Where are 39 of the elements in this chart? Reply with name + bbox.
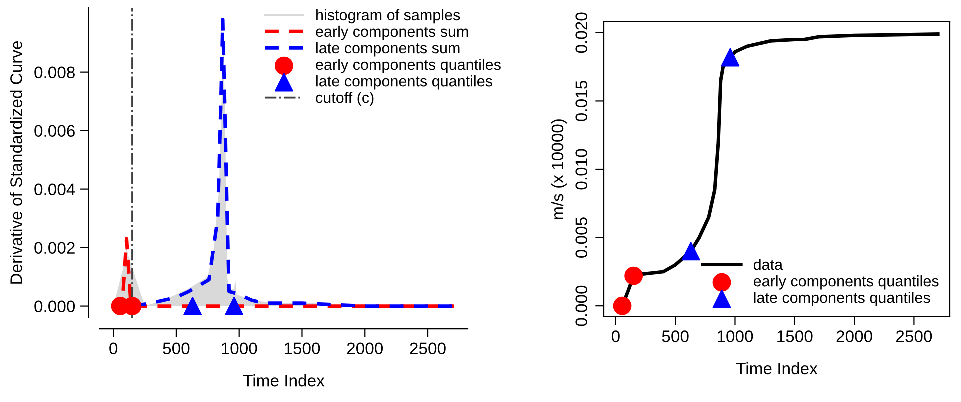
x-tick-label: 2000 [836, 330, 872, 342]
x-tick-label: 0 [110, 342, 118, 355]
y-axis-title: m/s (x 10000) [551, 120, 567, 220]
x-tick-label: 0 [612, 330, 620, 342]
x-tick-label: 500 [163, 342, 190, 355]
x-tick-label: 1000 [718, 330, 754, 342]
x-tick-label: 1500 [284, 342, 320, 355]
legend-label: data [754, 258, 784, 270]
y-axis-title: Derivative of Standardized Curve [10, 41, 22, 284]
x-axis-title: Time Index [736, 362, 818, 375]
x-tick-label: 2500 [410, 342, 446, 355]
y-tick-label: 0.008 [34, 66, 75, 79]
y-tick-label: 0.010 [576, 149, 588, 190]
point [721, 48, 740, 67]
legend-label: cutoff (c) [316, 92, 374, 106]
point [624, 266, 644, 286]
y-tick-label: 0.000 [576, 286, 588, 326]
y-tick-label: 0.006 [34, 125, 75, 138]
x-axis-title: Time Index [243, 374, 325, 387]
legend-label: late components sum [316, 42, 460, 57]
legend-label: late components quantiles [754, 292, 930, 306]
x-tick-label: 2000 [347, 342, 384, 355]
point [682, 242, 700, 261]
y-tick-label: 0.000 [34, 300, 76, 313]
legend-label: late components quantiles [316, 76, 492, 90]
x-tick-label: 2500 [896, 330, 932, 342]
legend-label: early components sum [316, 26, 468, 40]
legend-label: early components quantiles [316, 58, 501, 74]
legend-label: early components quantiles [754, 276, 939, 290]
y-tick-label: 0.020 [576, 12, 588, 54]
x-tick-label: 1500 [778, 330, 813, 342]
point [613, 296, 632, 316]
y-tick-label: 0.015 [576, 81, 588, 122]
x-tick-label: 1000 [222, 342, 258, 355]
legend-label: histogram of samples [316, 9, 460, 24]
y-tick-label: 0.002 [34, 242, 75, 254]
x-tick-label: 500 [662, 330, 689, 342]
y-tick-label: 0.005 [576, 218, 588, 258]
y-tick-label: 0.004 [34, 184, 76, 196]
